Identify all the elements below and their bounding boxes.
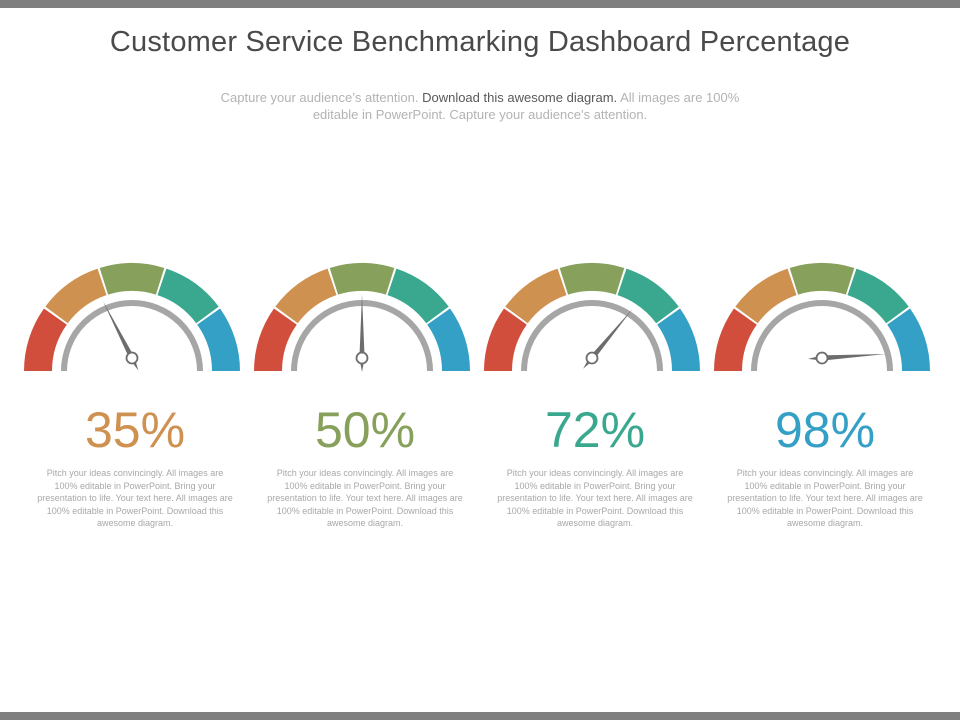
gauge-4-segment-green	[789, 263, 855, 295]
top-bar	[0, 0, 960, 8]
gauge-1-needle-hub	[125, 351, 139, 365]
gauge-4-description: Pitch your ideas convincingly. All image…	[727, 468, 923, 528]
gauge-4-segment-teal	[847, 268, 909, 324]
gauge-3: 72% Pitch your ideas convincingly. All i…	[480, 255, 710, 555]
gauge-3-dial	[484, 263, 700, 372]
gauge-3-segment-green	[559, 263, 625, 295]
gauge-3-segment-blue	[657, 308, 700, 371]
gauge-4-segment-orange	[735, 268, 797, 324]
gauge-1-segment-orange	[45, 268, 107, 324]
gauge-1-segment-teal	[157, 268, 219, 324]
gauge-2-description: Pitch your ideas convincingly. All image…	[267, 468, 463, 528]
gauge-4-segment-red	[714, 308, 757, 371]
gauge-1-segment-green	[99, 263, 165, 295]
gauge-3-segment-teal	[617, 268, 679, 324]
gauge-2: 50% Pitch your ideas convincingly. All i…	[250, 255, 480, 555]
gauge-3-needle-hub	[585, 351, 599, 365]
gauge-1: 35% Pitch your ideas convincingly. All i…	[20, 255, 250, 555]
gauge-2-percentage: 50%	[314, 402, 416, 458]
subtitle-text-2: All images are 100% editable in PowerPoi…	[312, 90, 740, 122]
gauge-1-track	[61, 300, 203, 372]
gauge-1-description: Pitch your ideas convincingly. All image…	[37, 468, 233, 528]
subtitle-highlight: Download this awesome diagram.	[422, 90, 618, 105]
gauge-2-segment-teal	[387, 268, 449, 324]
subtitle: Capture your audience’s attention. Downl…	[215, 89, 745, 123]
gauge-1-percentage: 35%	[84, 402, 186, 458]
gauge-4: 98% Pitch your ideas convincingly. All i…	[710, 255, 940, 555]
gauge-2-segment-green	[329, 263, 395, 295]
gauge-4-percentage: 98%	[774, 402, 876, 458]
gauge-3-segment-orange	[505, 268, 567, 324]
gauge-4-needle-hub	[815, 351, 829, 365]
gauge-2-dial	[254, 263, 470, 372]
gauge-3-percentage: 72%	[544, 402, 646, 458]
page-title: Customer Service Benchmarking Dashboard …	[109, 26, 851, 58]
gauge-3-track	[521, 300, 663, 372]
gauge-1-segment-blue	[197, 308, 240, 371]
gauge-3-segment-red	[484, 308, 527, 371]
gauge-2-segment-orange	[275, 268, 337, 324]
gauge-3-description: Pitch your ideas convincingly. All image…	[497, 468, 693, 528]
bottom-bar	[0, 712, 960, 720]
gauge-4-track	[751, 300, 893, 372]
gauge-4-dial	[714, 263, 930, 372]
gauge-1-dial	[24, 263, 240, 372]
gauge-4-segment-blue	[887, 308, 930, 371]
gauge-2-segment-blue	[427, 308, 470, 371]
subtitle-text-1: Capture your audience’s attention.	[220, 90, 423, 105]
gauge-2-needle-hub	[355, 351, 369, 365]
gauge-1-segment-red	[24, 308, 67, 371]
gauge-2-segment-red	[254, 308, 297, 371]
